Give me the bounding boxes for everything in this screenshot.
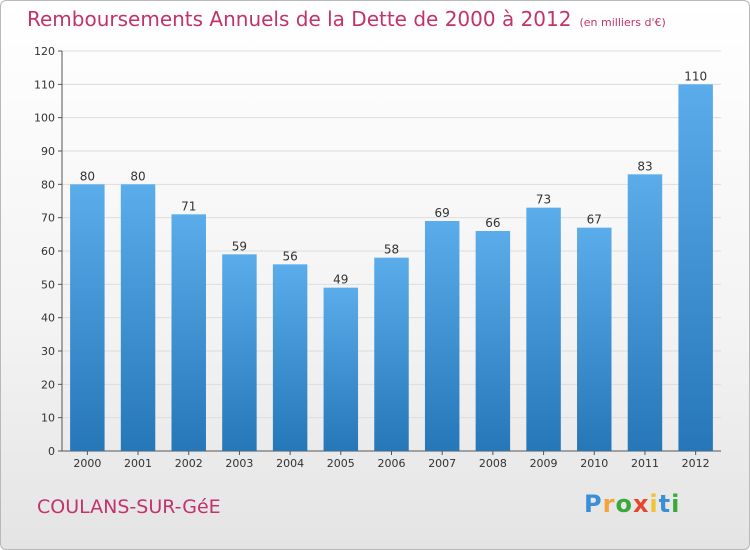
x-tick-label: 2001	[124, 457, 152, 470]
bar	[424, 221, 460, 451]
x-tick-label: 2010	[580, 457, 608, 470]
bar	[526, 207, 561, 451]
bar	[272, 264, 308, 451]
chart-title-text: Remboursements Annuels de la Dette de 20…	[27, 7, 572, 31]
x-tick-label: 2011	[631, 457, 659, 470]
town-name: COULANS-SUR-GéE	[37, 496, 221, 518]
data-label: 71	[181, 199, 196, 213]
bar	[577, 227, 612, 451]
y-tick-label: 40	[41, 312, 55, 325]
data-label: 56	[282, 249, 297, 263]
x-tick-label: 2009	[530, 457, 558, 470]
x-tick-label: 2007	[428, 457, 456, 470]
data-label: 58	[384, 243, 399, 257]
y-tick-label: 100	[34, 112, 55, 125]
chart-subtitle: (en milliers d'€)	[579, 16, 666, 29]
y-tick-label: 10	[41, 412, 55, 425]
data-label: 80	[130, 169, 145, 183]
x-tick-label: 2008	[479, 457, 507, 470]
data-label: 59	[232, 239, 247, 253]
x-tick-label: 2000	[73, 457, 101, 470]
bar	[323, 287, 359, 451]
bar	[171, 214, 206, 451]
labels: 80 2000 80 2001 71 2002 59 2003 56 2004 49 2005 58 20…	[73, 69, 709, 470]
y-tick-label: 0	[48, 445, 55, 458]
bar	[70, 184, 105, 452]
bars	[70, 84, 713, 452]
x-tick-label: 2003	[225, 457, 253, 470]
x-tick-label: 2004	[276, 457, 304, 470]
data-label: 110	[684, 69, 707, 83]
data-label: 49	[333, 273, 348, 287]
data-label: 73	[536, 193, 551, 207]
data-label: 66	[485, 216, 500, 230]
bar	[678, 84, 713, 451]
y-tick-label: 120	[34, 45, 55, 58]
bar	[374, 257, 409, 451]
y-tick-label: 70	[41, 212, 55, 225]
y-tick-label: 60	[41, 245, 55, 258]
y-tick-label: 80	[41, 178, 55, 191]
x-tick-label: 2012	[682, 457, 710, 470]
bar	[627, 174, 663, 452]
x-tick-label: 2006	[378, 457, 406, 470]
data-label: 80	[80, 169, 95, 183]
data-label: 67	[587, 213, 602, 227]
proxiti-logo: Proxiti	[584, 490, 681, 518]
chart-title: Remboursements Annuels de la Dette de 20…	[27, 7, 666, 31]
y-tick-label: 30	[41, 345, 55, 358]
bar	[475, 231, 511, 451]
bar	[120, 184, 156, 452]
y-tick-label: 50	[41, 278, 55, 291]
data-label: 83	[637, 159, 652, 173]
bar	[222, 254, 257, 451]
x-tick-label: 2005	[327, 457, 355, 470]
y-tick-label: 20	[41, 378, 55, 391]
x-tick-label: 2002	[175, 457, 203, 470]
y-tick-label: 110	[34, 78, 55, 91]
data-label: 69	[435, 206, 450, 220]
y-tick-label: 90	[41, 145, 55, 158]
